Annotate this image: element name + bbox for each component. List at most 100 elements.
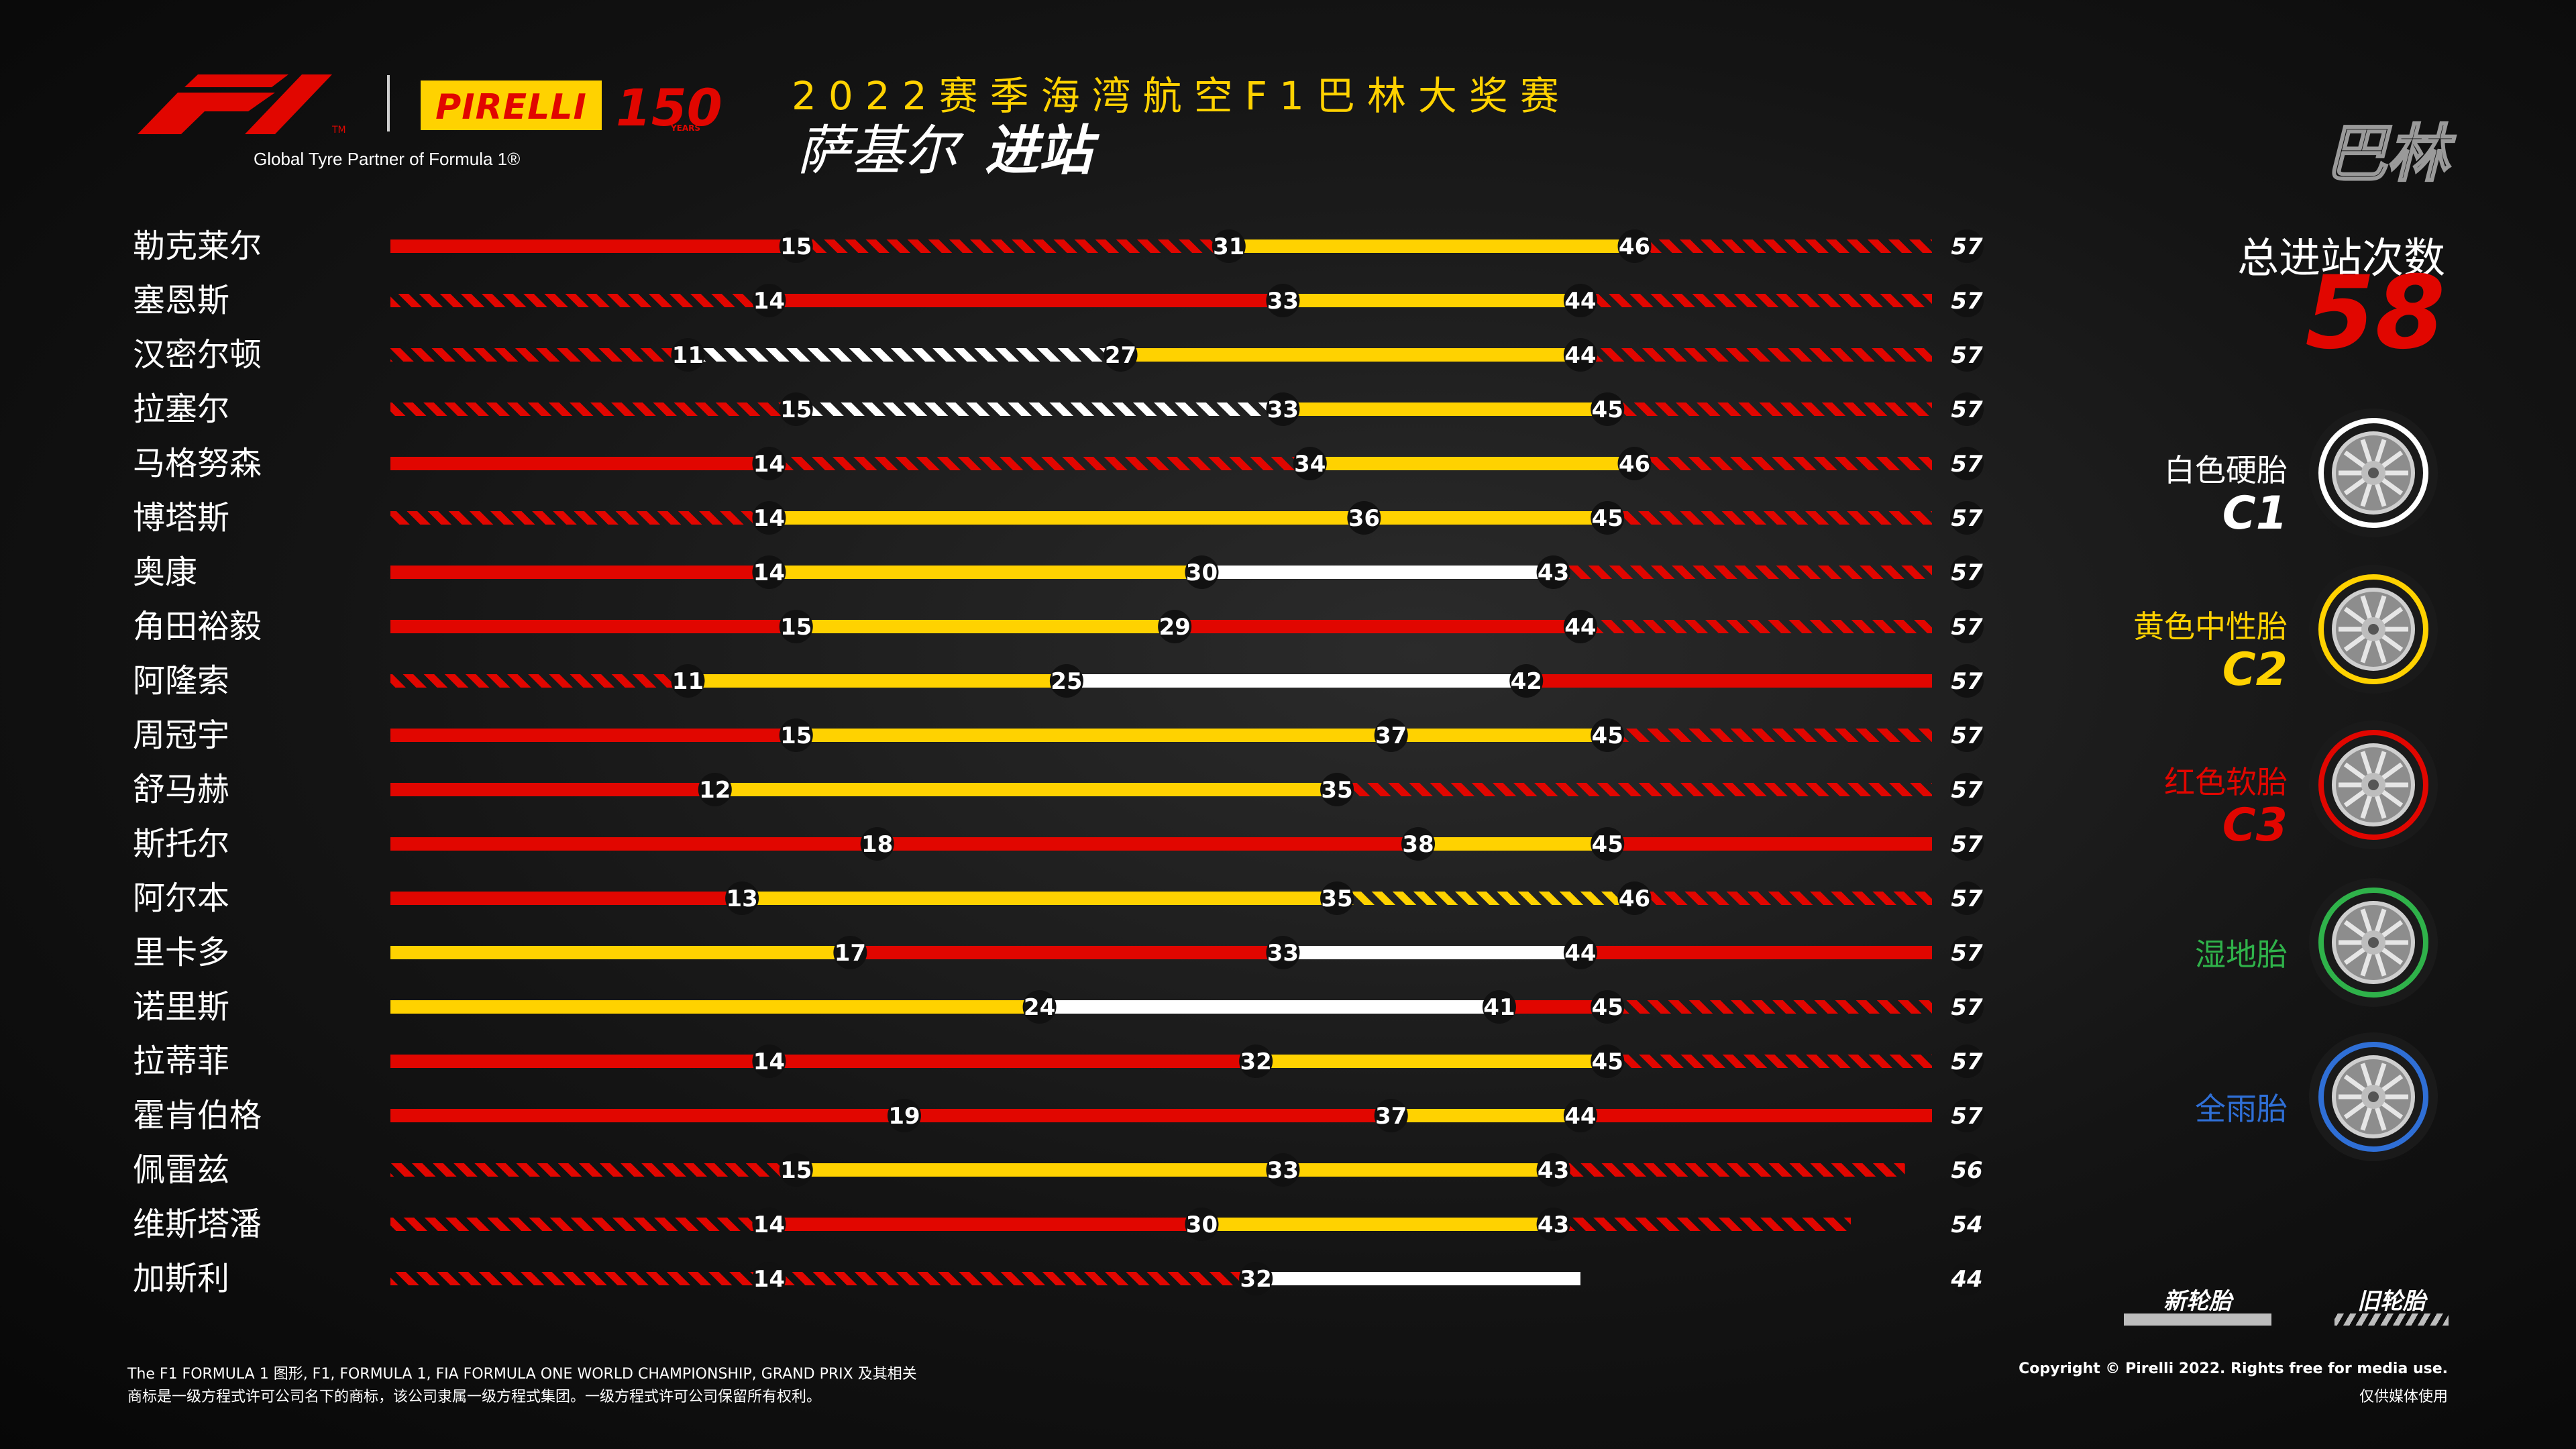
pit-stop-marker <box>1591 718 1625 752</box>
stint-bar <box>769 566 1202 579</box>
driver-row: 霍肯伯格 19 37 44 57 <box>133 1097 1984 1134</box>
stint-bar <box>1634 892 1932 905</box>
legend-item: 黄色中性胎 C2 <box>2133 602 2288 694</box>
laps-completed: 57 <box>1951 1049 1983 1075</box>
stint-bar <box>1391 729 1608 742</box>
anniversary-logo: 150 <box>616 78 722 138</box>
pit-stop-lap: 32 <box>1240 1266 1271 1293</box>
stint-bar <box>1201 1218 1554 1231</box>
laps-completed: 54 <box>1951 1212 1982 1238</box>
stint-bar <box>769 294 1283 307</box>
laps-completed: 57 <box>1951 396 1983 423</box>
laps-completed-marker <box>1950 1262 1984 1295</box>
stint-bar <box>769 511 1364 525</box>
legend-compound-code: C1 <box>2222 487 2288 540</box>
new-tyre-label: 新轮胎 <box>2163 1288 2232 1315</box>
laps-completed: 57 <box>1951 614 1983 641</box>
pit-stop-marker <box>1320 773 1354 806</box>
driver-row: 勒克莱尔 15 31 46 57 <box>133 227 1984 265</box>
pit-stop-lap: 14 <box>753 1049 785 1075</box>
laps-completed-marker <box>1950 1208 1984 1241</box>
laps-completed-marker <box>1950 229 1984 263</box>
driver-name-label: 奥康 <box>133 553 197 591</box>
driver-name-label: 勒克莱尔 <box>133 227 262 265</box>
laps-completed-marker <box>1950 990 1984 1024</box>
driver-name-label: 佩雷兹 <box>133 1151 229 1189</box>
stint-bar <box>390 1109 904 1122</box>
pit-stop-marker <box>779 1153 813 1187</box>
page-title: 萨基尔 进站 <box>797 107 1092 185</box>
stint-bar <box>390 348 688 362</box>
stint-bar <box>1499 1000 1608 1014</box>
media-only-note: 仅供媒体使用 <box>2359 1389 2448 1405</box>
driver-row: 周冠宇 15 37 45 57 <box>133 716 1984 754</box>
stint-bar <box>1039 1000 1499 1014</box>
pit-stop-marker <box>1185 1208 1219 1241</box>
stint-bar <box>877 837 1418 851</box>
pit-stop-marker <box>1536 555 1570 589</box>
pit-stop-marker <box>752 1208 786 1241</box>
pit-stop-lap: 36 <box>1348 505 1380 532</box>
stint-bar <box>1553 1218 1851 1231</box>
pit-stop-lap: 42 <box>1511 668 1542 695</box>
laps-completed-marker <box>1950 827 1984 861</box>
laps-completed: 57 <box>1951 505 1983 532</box>
pit-stop-lap: 44 <box>1564 342 1596 369</box>
pit-stop-lap: 30 <box>1186 1212 1218 1238</box>
pit-stop-marker <box>725 881 759 915</box>
legend-compound-name: 白色硬胎 <box>2164 452 2288 488</box>
stint-bar <box>769 1272 1256 1285</box>
pit-stop-marker <box>779 229 813 263</box>
driver-row: 佩雷兹 15 33 43 56 <box>133 1151 1984 1189</box>
pit-stop-marker <box>752 1262 786 1295</box>
stint-bar <box>390 511 769 525</box>
pit-stop-marker <box>1266 392 1300 426</box>
laps-completed: 57 <box>1951 451 1983 478</box>
pit-stop-lap: 33 <box>1267 1157 1299 1184</box>
pit-stop-lap: 44 <box>1564 940 1596 967</box>
driver-name-label: 里卡多 <box>133 934 229 971</box>
driver-row: 阿隆索 11 25 42 57 <box>133 662 1984 700</box>
laps-completed: 57 <box>1951 233 1983 260</box>
pit-stop-marker <box>752 284 786 317</box>
stint-bar <box>390 892 743 905</box>
stint-bar <box>390 1272 769 1285</box>
pit-stop-lap: 37 <box>1375 1103 1407 1130</box>
pit-stop-marker <box>1293 447 1327 480</box>
driver-name-label: 拉塞尔 <box>133 390 229 428</box>
laps-completed: 57 <box>1951 668 1983 695</box>
pit-stop-lap: 45 <box>1592 505 1623 532</box>
stint-bar <box>769 457 1310 470</box>
pit-stop-lap: 31 <box>1213 233 1244 260</box>
pit-stop-marker <box>1158 610 1192 643</box>
driver-row: 塞恩斯 14 33 44 57 <box>133 282 1984 319</box>
stint-bar <box>1283 946 1580 959</box>
legal-line-2: 商标是一级方程式许可公司名下的商标，该公司隶属一级方程式集团。一级方程式许可公司… <box>127 1389 822 1405</box>
pit-stop-lap: 14 <box>753 505 785 532</box>
pit-stop-lap: 17 <box>835 940 866 967</box>
race-title: 2022赛季海湾航空F1巴林大奖赛 <box>792 73 1571 119</box>
stint-bar <box>390 729 796 742</box>
pit-stop-lap: 11 <box>672 342 704 369</box>
pit-stop-marker <box>1563 284 1597 317</box>
pit-stop-marker <box>752 555 786 589</box>
stint-bar <box>1526 674 1932 688</box>
total-stops-value: 58 <box>2305 255 2445 372</box>
laps-completed: 57 <box>1951 831 1983 858</box>
laps-completed-marker <box>1950 773 1984 806</box>
stint-bar <box>1634 239 1932 253</box>
pit-stop-marker <box>1617 229 1652 263</box>
pit-stop-marker <box>1022 990 1057 1024</box>
stint-bar <box>1391 1109 1580 1122</box>
stint-bar <box>769 1055 1256 1068</box>
pit-stop-marker <box>1617 447 1652 480</box>
pit-stop-marker <box>671 338 705 372</box>
driver-row: 博塔斯 14 36 45 57 <box>133 499 1984 537</box>
pit-stop-lap: 14 <box>753 1266 785 1293</box>
driver-name-label: 霍肯伯格 <box>133 1097 262 1134</box>
pit-stop-marker <box>1509 664 1544 698</box>
stint-bar <box>714 783 1338 796</box>
stint-bar <box>390 457 769 470</box>
new-tyre-swatch <box>2124 1313 2271 1326</box>
logo-divider <box>387 75 390 131</box>
